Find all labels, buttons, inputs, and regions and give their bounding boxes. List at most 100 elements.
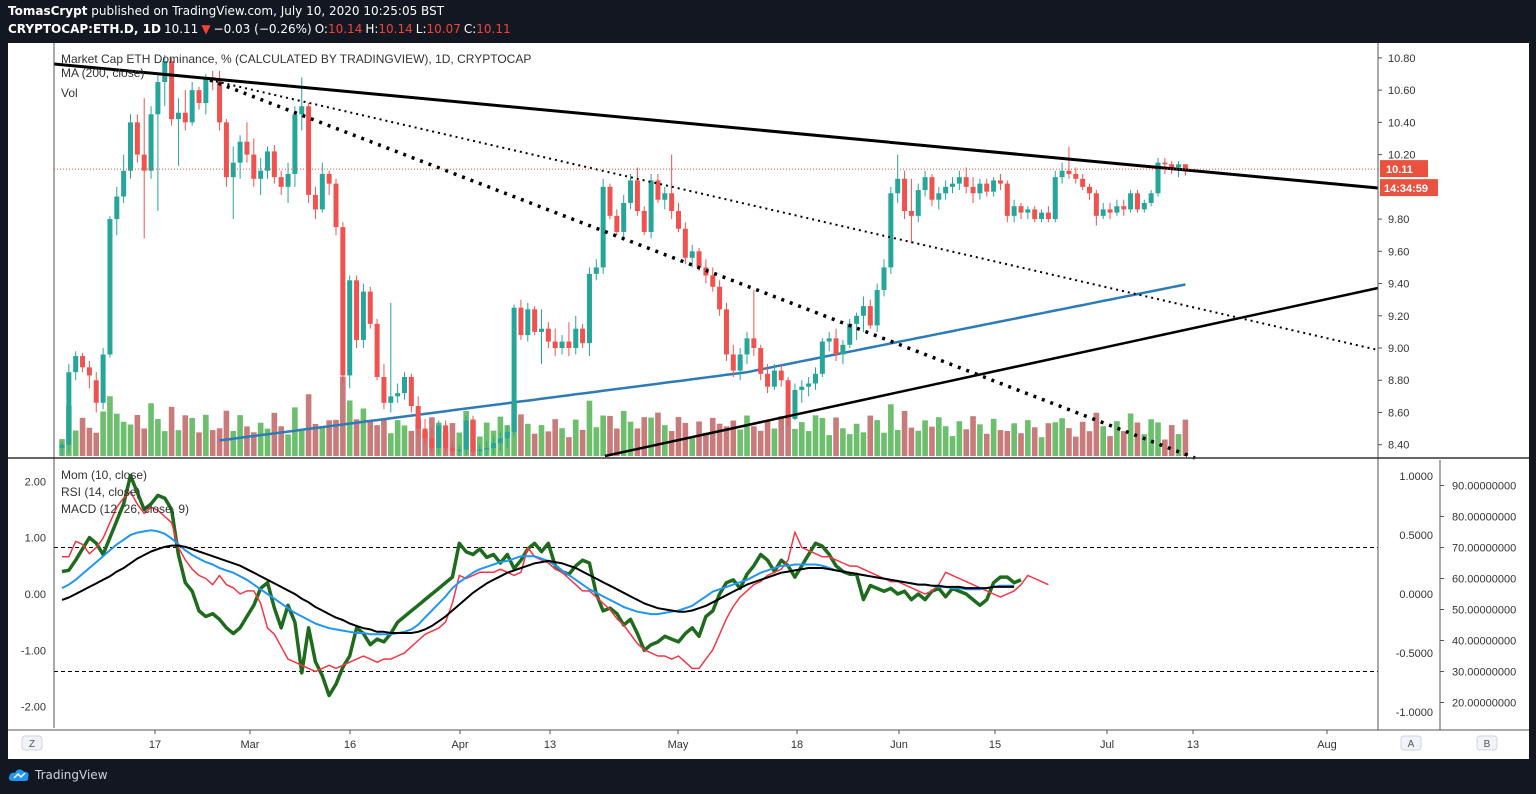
candle-body [388,396,394,403]
price-tick-label: 10.40 [1388,117,1416,129]
volume-bar [107,396,113,456]
volume-bar [545,431,552,456]
volume-bar [189,418,195,456]
candle-body [929,177,935,200]
volume-bar [723,426,730,456]
volume-bar [381,418,387,456]
candle-body [634,180,640,212]
candle-body [422,428,428,439]
publish-info: TomasCrypt published on TradingView.com,… [8,4,444,18]
chart-canvas[interactable]: MA (200, close) Vol Market Cap ETH Dominan… [0,0,1536,760]
volume-bar [990,418,997,456]
volume-bar [346,400,353,456]
close-value: 10.11 [476,22,511,36]
candle-body [744,338,750,355]
candle-body [1032,209,1038,220]
candle-body [908,211,914,216]
candle-body [1045,212,1051,220]
candle-body [936,193,942,200]
volume-bar [298,430,305,456]
volume-bar [388,433,394,456]
volume-bar [518,414,524,456]
candle-body [813,373,818,384]
axis-button[interactable] [21,735,43,751]
last-price-tag [1380,160,1428,178]
volume-bar [997,430,1004,456]
volume-bar [1168,425,1175,456]
time-tick-label: Jun [890,739,908,751]
tradingview-logo[interactable]: TradingView [8,768,108,782]
trendline-dotted-shallow [209,79,1379,351]
publish-date: published on TradingView.com, July 10, 2… [91,4,445,18]
candle-body [169,61,175,120]
volume-bar [1148,419,1154,456]
time-tick-label: Jul [1100,739,1114,751]
candle-body [265,151,270,171]
candle-body [1052,177,1058,220]
time-tick-label: Apr [451,739,468,751]
candle-body [182,112,188,123]
axis-button[interactable] [1476,735,1498,751]
volume-bar [1114,421,1120,456]
volume-bar [134,415,141,456]
volume-bar [853,423,860,456]
axis-button[interactable] [1400,735,1422,751]
volume-bar [655,412,661,456]
momentum-tick-label: 0.00 [25,589,46,601]
volume-bar [1155,422,1161,456]
candle-body [806,383,812,387]
volume-bar [1141,434,1148,456]
volume-bar [757,430,764,456]
candle-body [237,141,243,163]
price-pane[interactable]: MA (200, close) Vol Market Cap ETH Dominan… [53,52,1379,460]
volume-bar [1059,418,1065,456]
candle-body [470,420,476,452]
volume-bar [792,428,798,456]
candle-body [717,286,723,310]
indicator-legend-item: RSI (14, close) [61,485,140,499]
candle-body [175,112,181,120]
candle-body [621,202,627,232]
candle-body [196,90,202,104]
volume-bar [840,428,846,456]
candle-body [737,354,743,371]
candle-body [559,341,565,349]
change-value: −0.03 (−0.26%) [213,22,312,36]
volume-bar [648,417,654,456]
candle-body [963,177,969,187]
candle-body [648,180,654,232]
volume-bar [401,425,408,456]
volume-bar [1093,412,1100,456]
candle-body [1155,162,1161,194]
volume-bar [901,411,908,456]
candle-body [121,170,127,197]
volume-bar [1038,437,1045,456]
candle-body [628,180,634,203]
price-tick-label: 9.20 [1388,311,1409,323]
time-tick-label: 16 [344,739,356,751]
volume-bar [120,421,127,456]
candle-body [347,280,353,376]
volume-bar [559,428,565,456]
price-tick-label: 8.60 [1388,407,1409,419]
candle-body [723,309,729,355]
candle-body [100,354,106,403]
volume-bar [1031,427,1038,456]
last-value: 10.11 [163,22,199,36]
volume-bar [456,432,463,456]
volume-bar [812,415,819,456]
volume-bar [977,424,983,456]
candle-body [230,162,236,178]
candle-body [491,443,497,448]
rsi-tick-label: 20.00000000 [1452,698,1516,710]
candle-body [902,178,908,212]
indicator-pane[interactable]: Mom (10, close) RSI (14, close) MACD (12, … [54,468,1378,698]
volume-bar [1052,422,1059,456]
candle-body [285,173,291,187]
low-label: L: [415,22,427,36]
countdown-tag [1380,179,1438,197]
volume-bar [1134,422,1141,456]
candle-body [1128,193,1134,210]
volume-bar [709,417,716,456]
candle-body [1114,206,1120,213]
